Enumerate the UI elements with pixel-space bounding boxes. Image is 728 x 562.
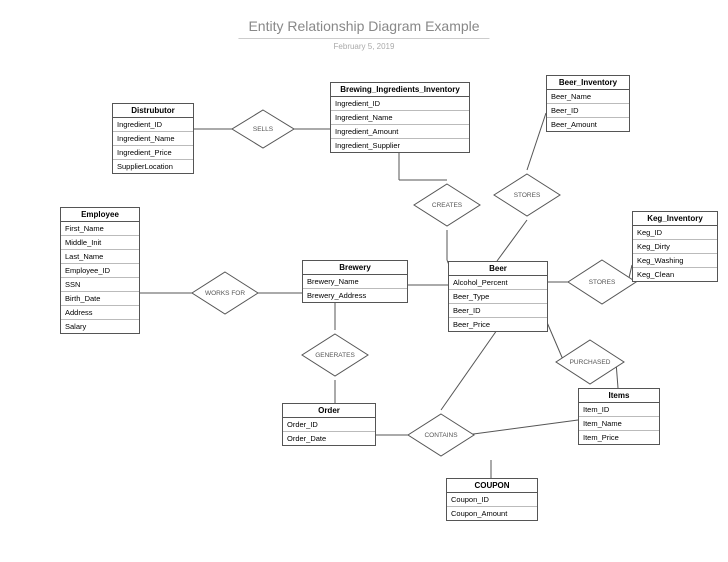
entity-attribute: Ingredient_Name <box>331 111 469 125</box>
entity-attribute: Keg_ID <box>633 226 717 240</box>
entity-attribute: Item_Name <box>579 417 659 431</box>
entity-attribute: Ingredient_ID <box>113 118 193 132</box>
entity-attribute: Coupon_Amount <box>447 507 537 520</box>
entity-attribute: Last_Name <box>61 250 139 264</box>
entity-header: Employee <box>61 208 139 222</box>
relationship-contains <box>408 414 474 456</box>
entity-attribute: Ingredient_ID <box>331 97 469 111</box>
entity-employee: EmployeeFirst_NameMiddle_InitLast_NameEm… <box>60 207 140 334</box>
entity-attribute: SSN <box>61 278 139 292</box>
entity-attribute: Brewery_Name <box>303 275 407 289</box>
relationship-label: GENERATES <box>315 352 355 359</box>
entity-attribute: Order_ID <box>283 418 375 432</box>
entity-attribute: Beer_ID <box>547 104 629 118</box>
entity-attribute: First_Name <box>61 222 139 236</box>
entity-attribute: Brewery_Address <box>303 289 407 302</box>
entity-header: COUPON <box>447 479 537 493</box>
relationship-label: WORKS FOR <box>205 290 245 297</box>
entity-attribute: Alcohol_Percent <box>449 276 547 290</box>
relationship-creates <box>414 184 480 226</box>
edge <box>441 330 497 410</box>
entity-header: Beer_Inventory <box>547 76 629 90</box>
entity-attribute: Birth_Date <box>61 292 139 306</box>
relationship-label: PURCHASED <box>570 359 611 366</box>
entity-attribute: Ingredient_Supplier <box>331 139 469 152</box>
entity-attribute: Salary <box>61 320 139 333</box>
entity-header: Beer <box>449 262 547 276</box>
entity-attribute: Beer_Name <box>547 90 629 104</box>
relationship-label: STORES <box>514 192 541 199</box>
entity-coupon: COUPONCoupon_IDCoupon_Amount <box>446 478 538 521</box>
edge <box>527 113 546 170</box>
relationship-stores1 <box>494 174 560 216</box>
entity-order: OrderOrder_IDOrder_Date <box>282 403 376 446</box>
entity-attribute: Employee_ID <box>61 264 139 278</box>
entity-attribute: Item_ID <box>579 403 659 417</box>
entity-attribute: Keg_Washing <box>633 254 717 268</box>
entity-brewing_inv: Brewing_Ingredients_InventoryIngredient_… <box>330 82 470 153</box>
entity-attribute: Keg_Dirty <box>633 240 717 254</box>
diagram-title: Entity Relationship Diagram Example <box>238 18 489 39</box>
entity-header: Items <box>579 389 659 403</box>
entity-attribute: Address <box>61 306 139 320</box>
entity-header: Brewery <box>303 261 407 275</box>
relationship-stores2 <box>568 260 636 304</box>
entity-attribute: Coupon_ID <box>447 493 537 507</box>
relationship-label: CONTAINS <box>424 432 458 439</box>
relationship-label: SELLS <box>253 126 274 133</box>
entity-attribute: Beer_Amount <box>547 118 629 131</box>
entity-brewery: BreweryBrewery_NameBrewery_Address <box>302 260 408 303</box>
edge <box>616 362 618 388</box>
edge <box>466 420 578 435</box>
relationship-purchased <box>556 340 624 384</box>
entity-attribute: Beer_ID <box>449 304 547 318</box>
entity-attribute: Ingredient_Name <box>113 132 193 146</box>
entity-attribute: Beer_Type <box>449 290 547 304</box>
relationship-label: STORES <box>589 279 616 286</box>
entity-attribute: Keg_Clean <box>633 268 717 281</box>
entity-header: Keg_Inventory <box>633 212 717 226</box>
entity-attribute: Beer_Price <box>449 318 547 331</box>
relationship-sells <box>232 110 294 148</box>
er-diagram-canvas: Entity Relationship Diagram Example Febr… <box>0 0 728 562</box>
relationship-generates <box>302 334 368 376</box>
entity-attribute: Item_Price <box>579 431 659 444</box>
entity-attribute: Ingredient_Price <box>113 146 193 160</box>
entity-items: ItemsItem_IDItem_NameItem_Price <box>578 388 660 445</box>
entity-attribute: Ingredient_Amount <box>331 125 469 139</box>
diagram-date: February 5, 2019 <box>334 42 395 51</box>
entity-header: Brewing_Ingredients_Inventory <box>331 83 469 97</box>
entity-header: Order <box>283 404 375 418</box>
edge <box>497 220 527 261</box>
entity-header: Distrubutor <box>113 104 193 118</box>
relationship-worksfor <box>192 272 258 314</box>
entity-attribute: SupplierLocation <box>113 160 193 173</box>
entity-beer_inv: Beer_InventoryBeer_NameBeer_IDBeer_Amoun… <box>546 75 630 132</box>
entity-distributor: DistrubutorIngredient_IDIngredient_NameI… <box>112 103 194 174</box>
edge <box>546 320 564 362</box>
entity-attribute: Middle_Init <box>61 236 139 250</box>
entity-keg_inv: Keg_InventoryKeg_IDKeg_DirtyKeg_WashingK… <box>632 211 718 282</box>
entity-beer: BeerAlcohol_PercentBeer_TypeBeer_IDBeer_… <box>448 261 548 332</box>
entity-attribute: Order_Date <box>283 432 375 445</box>
relationship-label: CREATES <box>432 202 463 209</box>
